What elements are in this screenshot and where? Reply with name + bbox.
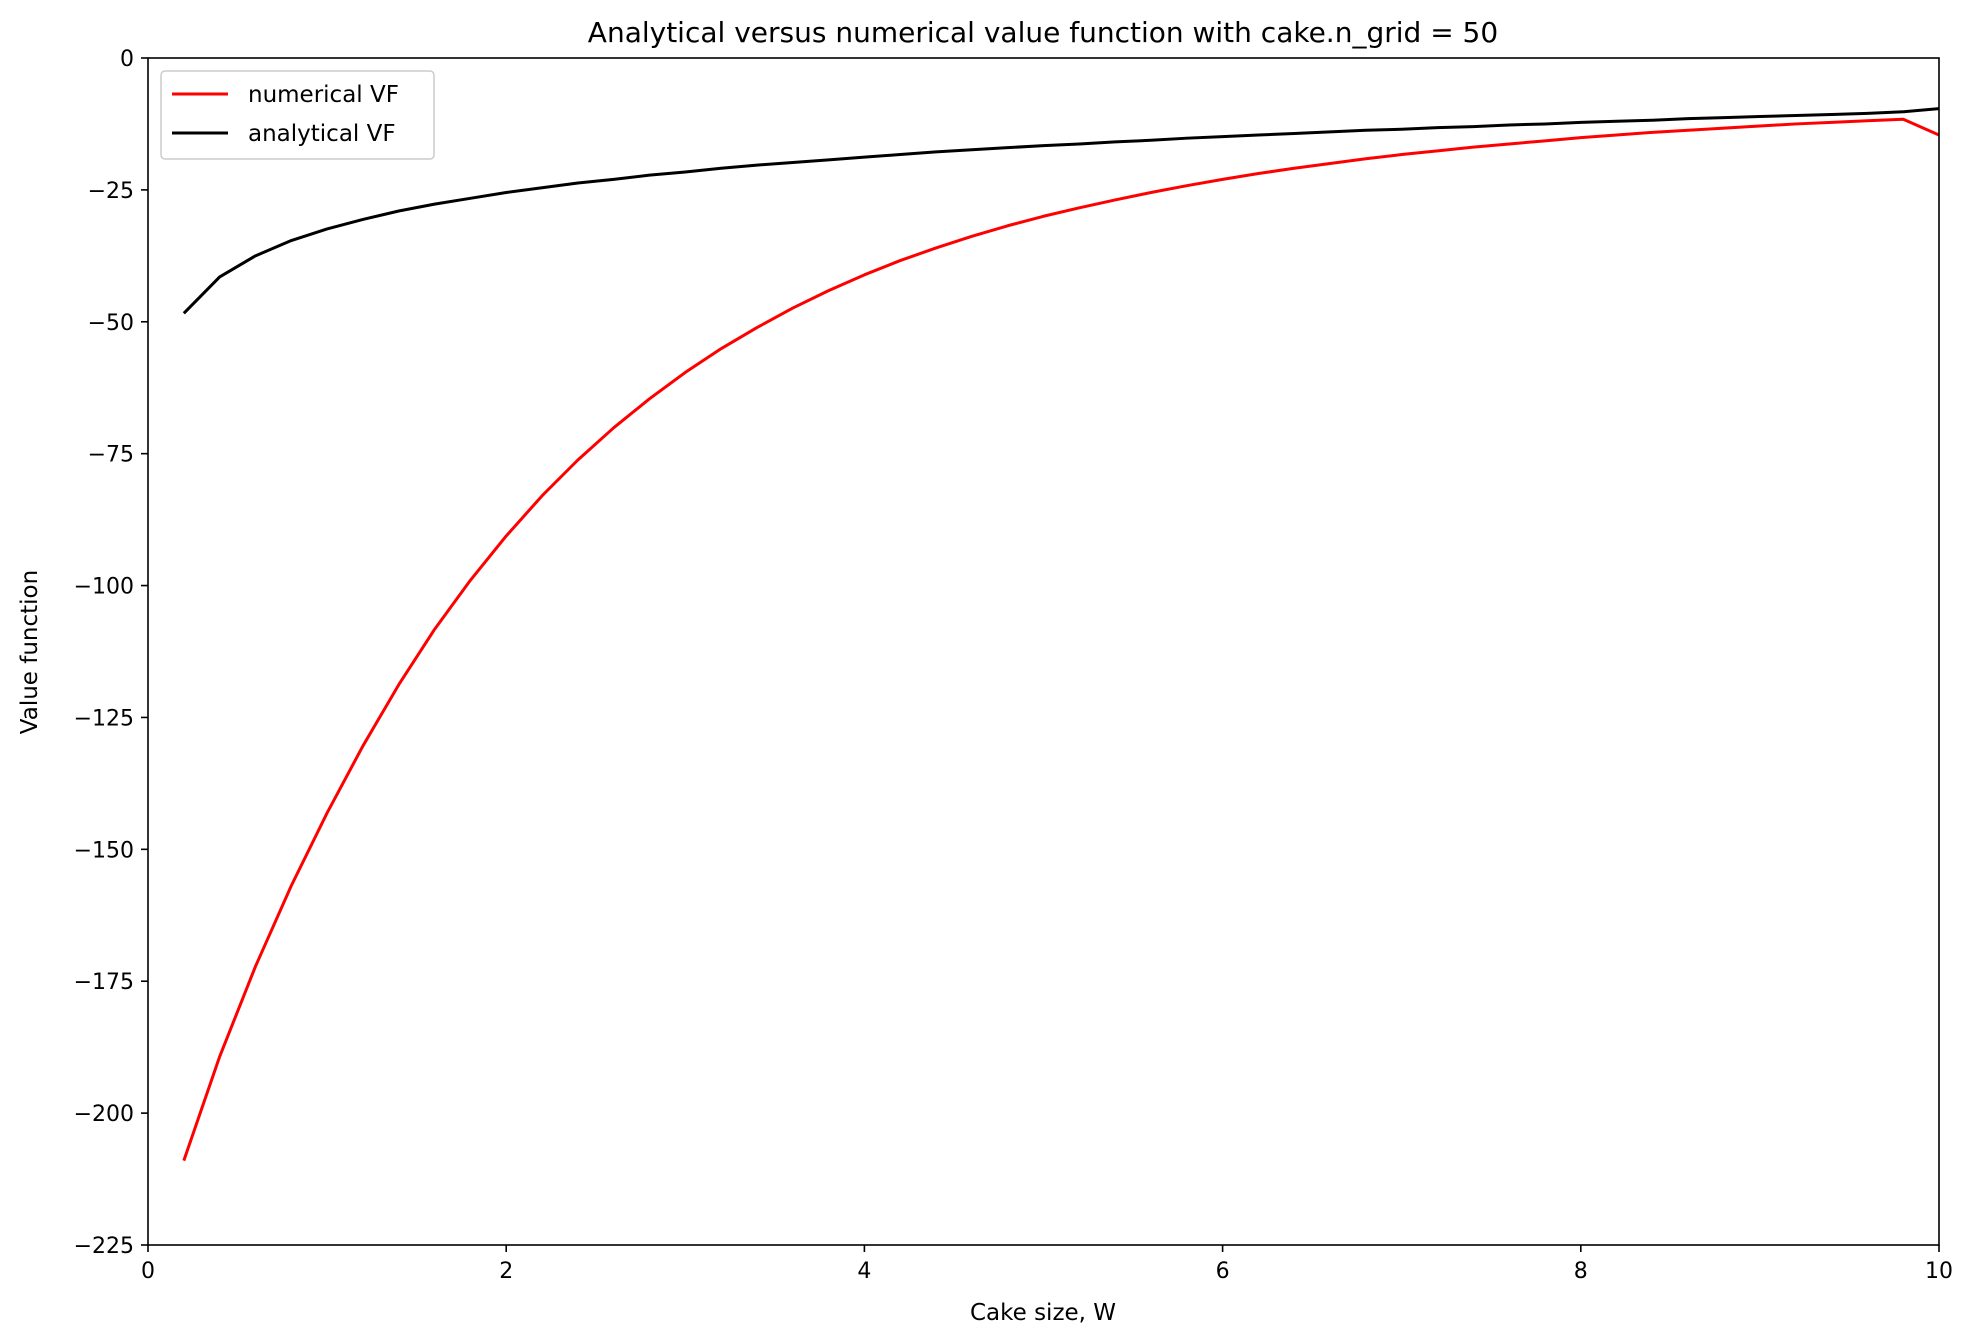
legend-label-analytical-vf: analytical VF: [248, 121, 396, 147]
y-tick-label: −50: [88, 311, 134, 336]
y-tick-label: −75: [88, 443, 134, 468]
x-axis-ticks: 0 2 4 6 8 10: [141, 1245, 1953, 1284]
legend-box: [160, 70, 435, 160]
plot-frame: [147, 57, 1940, 1246]
series-line-analytical-vf: [182, 107, 1939, 315]
legend-label-numerical-vf: numerical VF: [248, 82, 399, 108]
y-tick-label: −100: [74, 575, 134, 600]
y-tick-label: −125: [74, 706, 134, 731]
y-tick-label: −225: [74, 1234, 134, 1259]
y-tick-label: −150: [74, 838, 134, 863]
y-tick-label: 0: [120, 47, 134, 72]
x-tick-label: 0: [141, 1259, 155, 1284]
x-tick-label: 10: [1925, 1259, 1953, 1284]
x-tick-label: 8: [1574, 1259, 1588, 1284]
series-line-numerical-vf: [182, 117, 1939, 1162]
legend: numerical VF analytical VF: [160, 70, 435, 160]
y-axis-label: Value function: [17, 570, 43, 734]
x-tick-label: 4: [857, 1259, 871, 1284]
chart-title: Analytical versus numerical value functi…: [588, 16, 1498, 49]
x-tick-label: 2: [499, 1259, 513, 1284]
x-axis-label: Cake size, W: [970, 1300, 1116, 1326]
y-tick-label: −200: [74, 1102, 134, 1127]
series-layer: [182, 107, 1939, 1162]
x-tick-label: 6: [1216, 1259, 1230, 1284]
y-tick-label: −175: [74, 970, 134, 995]
y-tick-label: −25: [88, 179, 134, 204]
y-axis-ticks: 0 −25 −50 −75 −100 −125 −150 −175 −200 −225: [74, 47, 148, 1259]
